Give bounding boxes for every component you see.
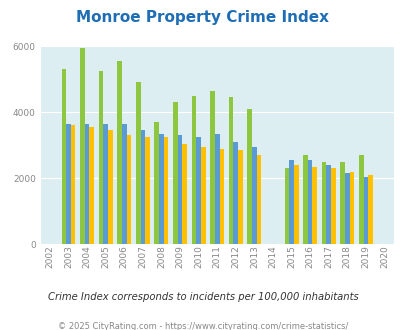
Bar [307, 160, 312, 244]
Bar [293, 165, 298, 244]
Bar [66, 124, 70, 244]
Bar [126, 135, 131, 244]
Bar [288, 160, 293, 244]
Bar [182, 144, 187, 244]
Bar [98, 71, 103, 244]
Bar [159, 134, 163, 244]
Bar [163, 137, 168, 244]
Bar [70, 125, 75, 244]
Bar [339, 162, 344, 244]
Bar [62, 69, 66, 244]
Bar [191, 96, 196, 244]
Bar [303, 155, 307, 244]
Bar [252, 147, 256, 244]
Bar [214, 134, 219, 244]
Bar [219, 148, 224, 244]
Bar [108, 130, 112, 244]
Bar [363, 177, 367, 244]
Bar [154, 122, 159, 244]
Bar [367, 175, 372, 244]
Bar [358, 155, 363, 244]
Bar [228, 97, 233, 244]
Bar [122, 124, 126, 244]
Bar [140, 130, 145, 244]
Bar [80, 48, 85, 244]
Bar [284, 168, 288, 244]
Bar [330, 168, 335, 244]
Bar [233, 142, 238, 244]
Text: Monroe Property Crime Index: Monroe Property Crime Index [76, 10, 329, 25]
Bar [326, 165, 330, 244]
Bar [344, 173, 349, 244]
Bar [238, 150, 242, 244]
Bar [177, 135, 182, 244]
Text: © 2025 CityRating.com - https://www.cityrating.com/crime-statistics/: © 2025 CityRating.com - https://www.city… [58, 322, 347, 330]
Bar [85, 124, 89, 244]
Bar [312, 167, 316, 244]
Bar [200, 147, 205, 244]
Bar [196, 137, 200, 244]
Bar [349, 172, 354, 244]
Bar [247, 109, 252, 244]
Bar [210, 91, 214, 244]
Bar [136, 82, 140, 244]
Text: Crime Index corresponds to incidents per 100,000 inhabitants: Crime Index corresponds to incidents per… [47, 292, 358, 302]
Bar [103, 124, 108, 244]
Bar [117, 61, 121, 244]
Bar [173, 102, 177, 244]
Bar [256, 155, 261, 244]
Bar [145, 137, 149, 244]
Bar [321, 162, 326, 244]
Bar [89, 127, 94, 244]
